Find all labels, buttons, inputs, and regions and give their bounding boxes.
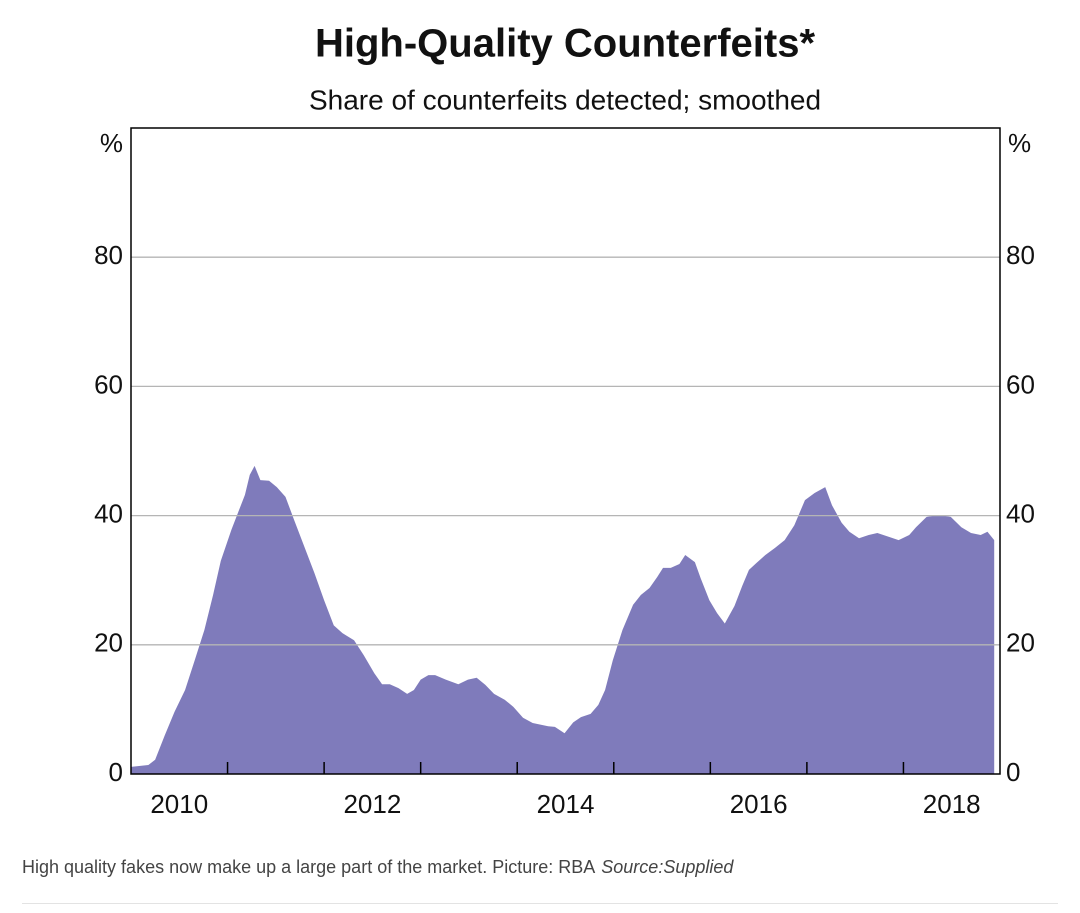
area [131,465,995,774]
y-tick-label: 40 [94,498,123,528]
x-tick-label: 2010 [150,789,208,819]
x-tick-label: 2014 [537,789,595,819]
caption-text: High quality fakes now make up a large p… [22,857,596,877]
y2-tick-label: 60 [1006,369,1035,399]
caption-source: Source:Supplied [601,857,734,877]
caption: High quality fakes now make up a large p… [22,857,733,878]
y-tick-label: 60 [94,369,123,399]
chart: High-Quality Counterfeits* Share of coun… [94,22,1035,819]
x-tick-label: 2016 [730,789,788,819]
y-tick-label: 80 [94,240,123,270]
divider [22,903,1058,904]
chart-subtitle: Share of counterfeits detected; smoothed [309,84,821,115]
y2-unit: % [1008,128,1031,158]
x-tick-label: 2018 [923,789,981,819]
y-tick-label: 0 [109,757,123,787]
y2-tick-label: 0 [1006,757,1020,787]
y2-tick-label: 20 [1006,628,1035,658]
chart-title: High-Quality Counterfeits* [315,22,815,66]
y2-tick-label: 80 [1006,240,1035,270]
plot-frame [130,127,1001,775]
x-tick-label: 2012 [343,789,401,819]
y-unit: % [100,128,123,158]
y-tick-label: 20 [94,628,123,658]
y2-tick-label: 40 [1006,498,1035,528]
